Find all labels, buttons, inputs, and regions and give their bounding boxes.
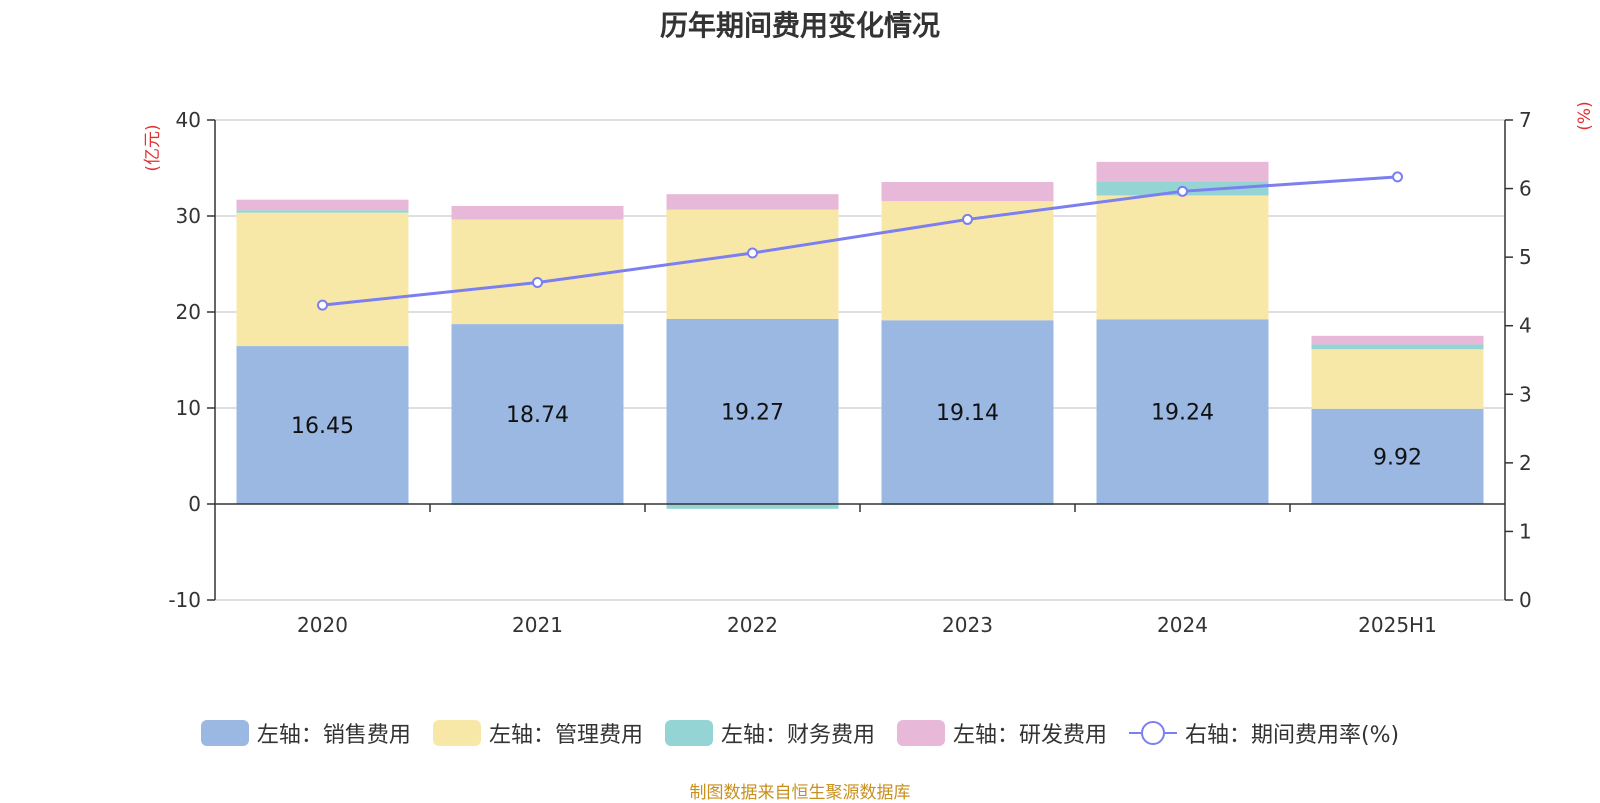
legend-item-rate[interactable]: 右轴：期间费用率(%): [1128, 717, 1400, 749]
chart-title: 历年期间费用变化情况: [659, 9, 940, 42]
legend-label-finance: 左轴：财务费用: [720, 723, 875, 748]
rate-point: [1177, 185, 1188, 197]
left-axis-tick-label: 30: [176, 204, 201, 228]
right-axis-tick-label: 1: [1519, 519, 1532, 543]
bar-1-2024: [1096, 319, 1269, 504]
bar-data-label: 19.24: [1151, 401, 1214, 426]
bar-2-2020: [236, 212, 409, 347]
bar-4-2020: [236, 199, 409, 211]
bar-data-label: 18.74: [506, 403, 569, 428]
left-axis-tick-label: 20: [176, 300, 201, 324]
rate-point: [532, 277, 543, 289]
right-axis-tick-label: 7: [1519, 108, 1532, 132]
bar-data-label: 9.92: [1373, 445, 1422, 470]
rate-point: [317, 299, 328, 311]
bar-1-2025H1: [1311, 408, 1484, 504]
legend-item-sales[interactable]: 左轴：销售费用: [200, 717, 411, 749]
legend-swatch-rd: [896, 720, 945, 746]
x-axis-tick-label: 2023: [942, 613, 993, 637]
bar-data-label: 19.27: [721, 401, 784, 426]
bar-4-2024: [1096, 161, 1269, 183]
legend-label-rd: 左轴：研发费用: [952, 723, 1107, 748]
bar-2-2022: [666, 209, 839, 320]
bar-1-2020: [236, 346, 409, 504]
legend-swatch-sales: [200, 720, 249, 746]
bar-3-2022: [666, 504, 839, 509]
legend-label-sales: 左轴：销售费用: [256, 723, 411, 748]
rate-point: [1392, 171, 1403, 183]
bar-4-2021: [451, 206, 624, 220]
right-axis-unit: (%): [1575, 101, 1595, 130]
right-axis-tick-label: 4: [1519, 314, 1532, 338]
x-axis-tick-label: 2025H1: [1358, 613, 1437, 637]
bar-4-2022: [666, 194, 839, 210]
legend-label-admin: 左轴：管理费用: [488, 723, 643, 748]
chart-legend: 左轴：销售费用 左轴：管理费用 左轴：财务费用 左轴：研发费用 右轴：期间费用率…: [0, 716, 1600, 750]
rate-point: [962, 213, 973, 225]
right-axis-tick-label: 3: [1519, 382, 1532, 406]
legend-label-rate: 右轴：期间费用率(%): [1184, 723, 1400, 748]
left-axis-tick-label: -10: [168, 588, 201, 612]
left-axis-tick-label: 40: [176, 108, 201, 132]
bar-data-label: 19.14: [936, 401, 999, 426]
rate-point: [747, 247, 758, 259]
x-axis-tick-label: 2022: [727, 613, 778, 637]
x-axis-tick-label: 2021: [512, 613, 563, 637]
legend-swatch-rate: [1128, 721, 1177, 745]
bar-data-label: 16.45: [291, 414, 354, 439]
bar-1-2022: [666, 319, 839, 504]
right-axis-tick-label: 5: [1519, 245, 1532, 269]
bar-2-2025H1: [1311, 349, 1484, 409]
right-axis-tick-label: 2: [1519, 451, 1532, 475]
right-axis-tick-label: 6: [1519, 177, 1532, 201]
left-axis-tick-label: 0: [188, 492, 201, 516]
bar-2-2024: [1096, 195, 1269, 320]
legend-swatch-finance: [664, 720, 713, 746]
left-axis-unit: (亿元): [143, 124, 163, 171]
x-axis-tick-label: 2020: [297, 613, 348, 637]
legend-item-rd[interactable]: 左轴：研发费用: [896, 717, 1107, 749]
bar-4-2025H1: [1311, 335, 1484, 345]
bar-4-2023: [881, 182, 1054, 202]
right-axis-tick-label: 0: [1519, 588, 1532, 612]
bar-3-2020: [236, 210, 409, 213]
bar-3-2025H1: [1311, 344, 1484, 350]
bar-1-2021: [451, 324, 624, 504]
legend-item-finance[interactable]: 左轴：财务费用: [664, 717, 875, 749]
chart-plot: -10 0 10 20 30 40 0 1 2 3 4 5 6 7 (亿元) (%) 16.45 18.74 19.…: [143, 101, 1595, 637]
rate-line: [322, 175, 1398, 307]
left-axis-tick-label: 10: [176, 396, 201, 420]
legend-item-admin[interactable]: 左轴：管理费用: [432, 717, 643, 749]
bar-1-2023: [881, 320, 1054, 504]
legend-swatch-admin: [432, 720, 481, 746]
data-source-note: 制图数据来自恒生聚源数据库: [689, 783, 911, 803]
x-axis-tick-label: 2024: [1157, 613, 1208, 637]
bar-2-2021: [451, 219, 624, 325]
